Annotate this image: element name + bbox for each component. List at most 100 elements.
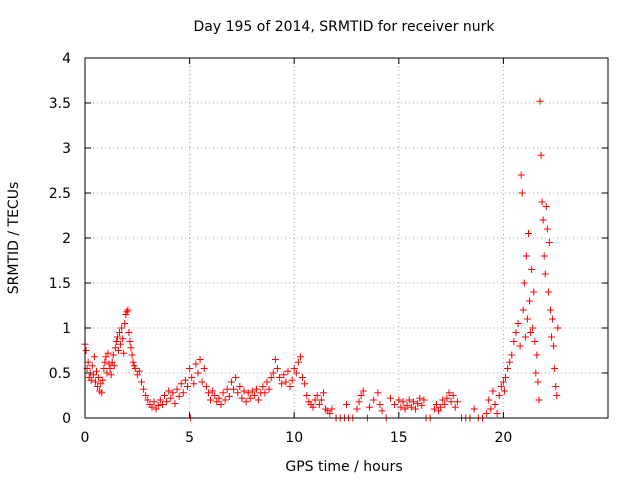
data-point (198, 378, 206, 386)
data-point (550, 342, 558, 350)
data-point (196, 356, 204, 363)
data-point (315, 401, 323, 408)
data-point (123, 308, 131, 316)
data-point (207, 396, 215, 404)
data-point (546, 306, 554, 314)
data-point (169, 389, 177, 397)
data-point (271, 356, 279, 363)
data-point (148, 403, 156, 411)
data-point (536, 97, 544, 105)
data-point (276, 374, 284, 381)
data-point (443, 394, 451, 402)
data-point (97, 380, 105, 388)
data-point (491, 401, 499, 408)
data-point (292, 369, 300, 377)
data-point (110, 362, 118, 370)
data-point (551, 365, 559, 372)
data-point (343, 401, 350, 408)
data-point (250, 392, 258, 399)
data-point (91, 378, 99, 386)
data-point (508, 351, 516, 359)
x-tick-label: 5 (185, 430, 194, 446)
data-point (179, 389, 187, 397)
y-tick-label: 2 (62, 231, 71, 247)
data-point (128, 351, 136, 359)
data-point (326, 410, 334, 417)
data-point (501, 374, 509, 381)
data-point (181, 376, 189, 384)
data-point (386, 394, 394, 402)
data-point (288, 376, 296, 384)
data-point (244, 389, 252, 397)
data-point (449, 392, 457, 399)
data-point (89, 371, 97, 379)
data-point (84, 358, 92, 366)
data-point (531, 338, 539, 345)
data-point (552, 383, 560, 390)
data-point (105, 360, 113, 368)
y-tick-label: 0 (62, 411, 71, 427)
data-point (101, 358, 109, 366)
data-point (495, 392, 503, 399)
data-point (112, 338, 120, 345)
data-point (414, 400, 422, 408)
data-point (441, 401, 449, 408)
data-point (301, 380, 309, 388)
data-point (221, 396, 229, 404)
data-point (317, 396, 325, 404)
y-tick-label: 3 (62, 141, 71, 157)
data-point (499, 378, 507, 386)
data-point (114, 347, 122, 354)
data-point (246, 394, 254, 402)
data-point (294, 358, 302, 366)
axis-ticks: 0 5 10 15 20 0 0.5 1 1.5 2 2.5 3 3.5 4 (49, 51, 608, 446)
y-tick-label: 1 (62, 321, 71, 337)
y-axis-label: SRMTID / TECUs (6, 182, 22, 295)
data-point (355, 398, 363, 406)
data-point (548, 333, 556, 341)
data-point (261, 389, 269, 397)
data-point (430, 405, 438, 413)
data-point (544, 288, 552, 296)
data-point (497, 383, 505, 390)
data-point (510, 338, 518, 345)
data-point (253, 385, 261, 393)
data-point (238, 394, 246, 402)
data-point (527, 329, 535, 336)
data-point (240, 387, 248, 395)
data-point (124, 306, 132, 314)
data-point (319, 389, 327, 397)
data-point (437, 403, 445, 411)
data-point (553, 392, 561, 399)
data-point (100, 365, 108, 372)
data-point (445, 389, 453, 397)
data-point (173, 385, 181, 393)
data-point (225, 392, 233, 400)
data-point (142, 392, 150, 399)
data-point (171, 400, 179, 408)
data-point (227, 378, 235, 386)
data-point (219, 389, 227, 397)
data-point (541, 270, 549, 278)
data-point (543, 225, 551, 233)
data-point (125, 329, 133, 336)
data-point (374, 389, 382, 397)
data-point (370, 396, 378, 404)
data-point (405, 396, 413, 404)
data-point (137, 378, 145, 386)
data-point (435, 407, 443, 415)
data-point (102, 353, 110, 361)
data-point (366, 403, 374, 411)
data-point (127, 344, 135, 352)
data-point (194, 369, 202, 377)
data-point (109, 351, 117, 359)
data-point (282, 378, 290, 386)
data-point (121, 320, 129, 327)
data-point (519, 306, 527, 314)
data-point (150, 398, 158, 406)
data-point (487, 405, 495, 413)
data-point (156, 396, 164, 404)
data-point (119, 335, 127, 343)
data-point (103, 369, 111, 377)
data-point (540, 252, 548, 260)
